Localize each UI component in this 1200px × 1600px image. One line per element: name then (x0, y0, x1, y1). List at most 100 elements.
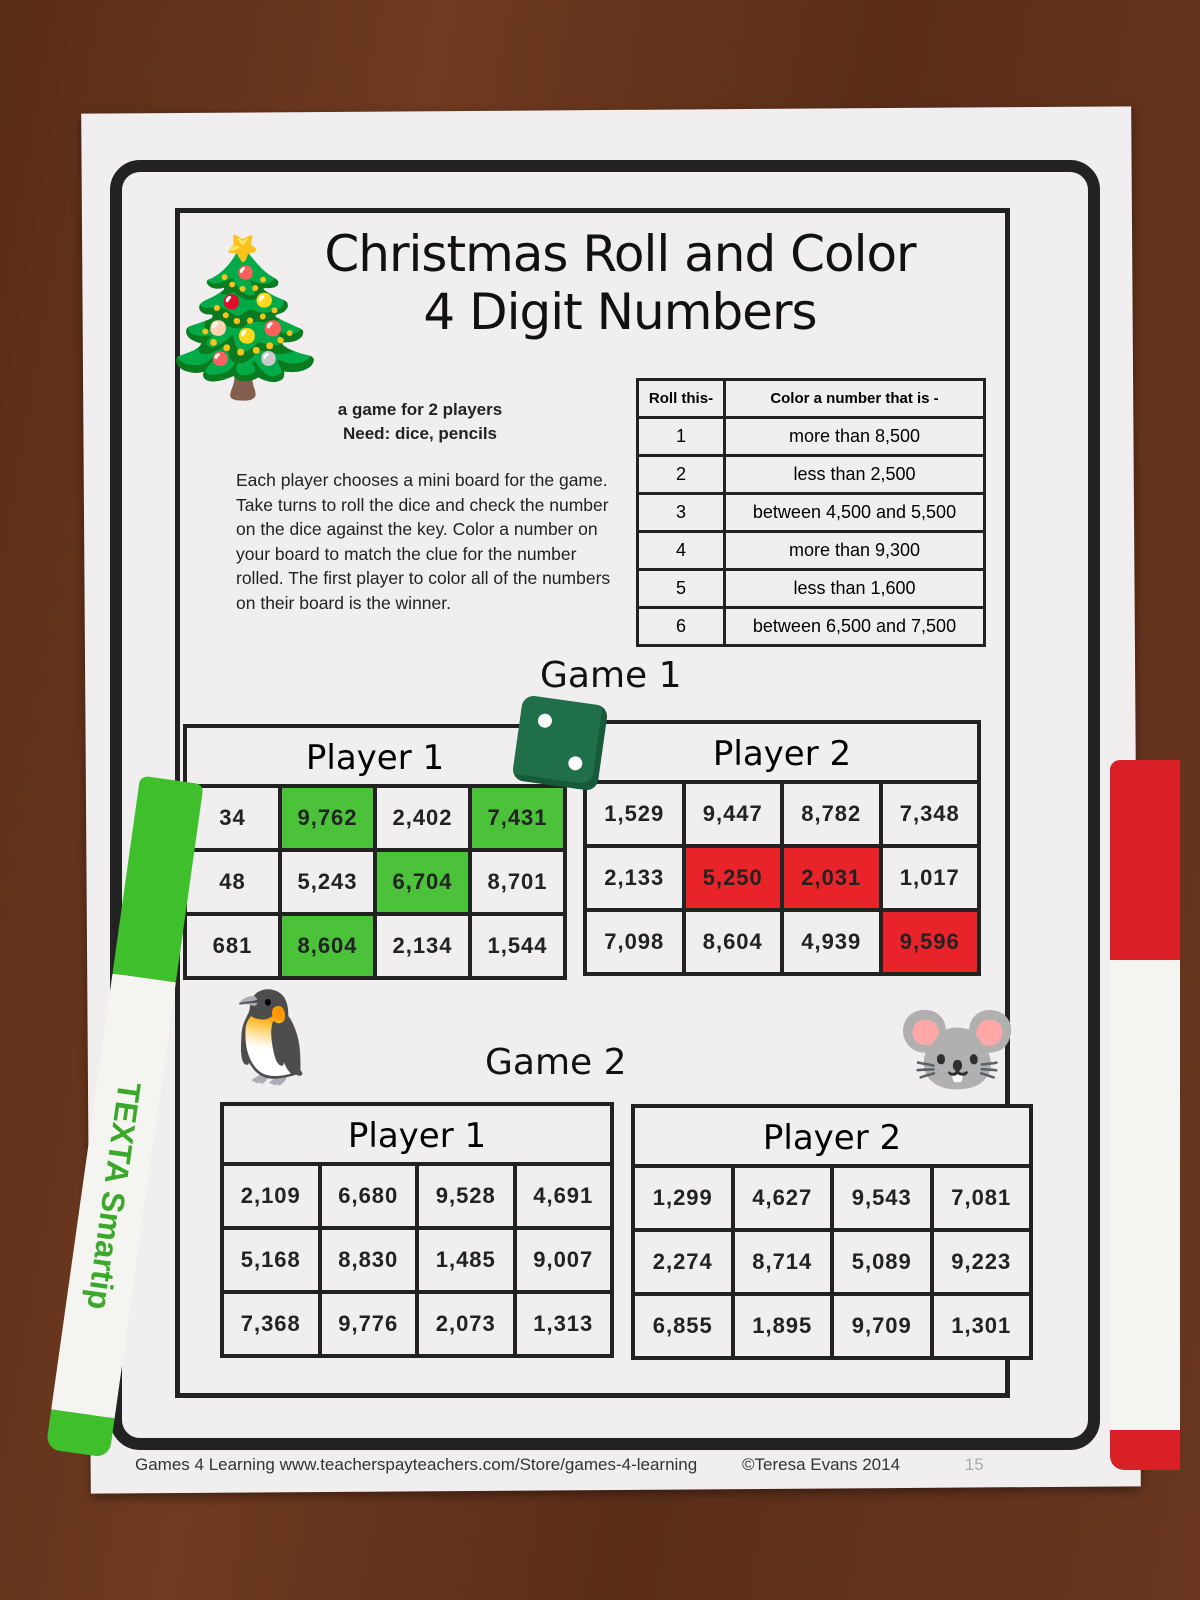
number-cell[interactable]: 2,134 (377, 916, 468, 976)
number-cell[interactable]: 7,368 (224, 1294, 318, 1354)
number-cell[interactable]: 7,431 (472, 788, 563, 848)
players-text: a game for 2 players (337, 400, 503, 419)
number-cell[interactable]: 8,830 (321, 1230, 415, 1290)
number-cell[interactable]: 1,313 (516, 1294, 610, 1354)
number-cell[interactable]: 6,855 (635, 1296, 731, 1356)
number-cell[interactable]: 9,447 (685, 784, 780, 844)
number-cell[interactable]: 9,596 (882, 912, 977, 972)
number-cell[interactable]: 9,543 (834, 1168, 930, 1228)
number-cell[interactable]: 1,529 (587, 784, 682, 844)
title-line-1: Christmas Roll and Color (324, 225, 916, 283)
number-cell[interactable]: 48 (187, 852, 278, 912)
number-grid: 1,299 4,627 9,543 7,081 2,274 8,714 5,089 9,223… (635, 1168, 1029, 1356)
title-line-2: 4 Digit Numbers (423, 283, 817, 341)
key-row: 4 more than 9,300 (636, 530, 986, 571)
key-roll: 3 (636, 492, 726, 533)
number-cell[interactable]: 4,939 (784, 912, 879, 972)
key-clue: between 6,500 and 7,500 (723, 606, 986, 647)
red-marker[interactable] (1110, 760, 1180, 1470)
die[interactable] (511, 694, 609, 792)
number-cell[interactable]: 9,762 (282, 788, 373, 848)
key-roll: 1 (636, 416, 726, 457)
key-roll: 6 (636, 606, 726, 647)
number-grid: 2,109 6,680 9,528 4,691 5,168 8,830 1,485 9,007… (224, 1166, 610, 1354)
number-cell[interactable]: 5,168 (224, 1230, 318, 1290)
subtitle: a game for 2 players Need: dice, pencils (300, 398, 540, 446)
key-roll: 2 (636, 454, 726, 495)
footer: Games 4 Learning www.teacherspayteachers… (135, 1455, 984, 1475)
number-cell[interactable]: 8,604 (282, 916, 373, 976)
game-1-player-2-board: Player 2 1,529 9,447 8,782 7,348 2,133 5,250 2,… (583, 720, 981, 976)
instructions: Each player chooses a mini board for the… (236, 470, 611, 613)
number-cell[interactable]: 4,691 (516, 1166, 610, 1226)
number-cell[interactable]: 8,604 (685, 912, 780, 972)
key-clue: less than 2,500 (723, 454, 986, 495)
number-cell[interactable]: 2,274 (635, 1232, 731, 1292)
roll-key-table: Roll this- Color a number that is - 1 more… (636, 378, 986, 647)
game-1-title: Game 1 (540, 655, 682, 696)
key-roll: 5 (636, 568, 726, 609)
number-cell[interactable]: 2,133 (587, 848, 682, 908)
game-1-player-1-board: Player 1 34 9,762 2,402 7,431 48 5,243 6,704 8,7… (183, 724, 567, 980)
number-cell[interactable]: 8,714 (734, 1232, 830, 1292)
number-cell[interactable]: 1,485 (419, 1230, 513, 1290)
number-cell[interactable]: 5,250 (685, 848, 780, 908)
number-cell[interactable]: 9,776 (321, 1294, 415, 1354)
number-cell[interactable]: 9,223 (933, 1232, 1029, 1292)
number-grid: 1,529 9,447 8,782 7,348 2,133 5,250 2,031 1,017… (587, 784, 977, 972)
number-cell[interactable]: 2,031 (784, 848, 879, 908)
number-cell[interactable]: 1,895 (734, 1296, 830, 1356)
player-label: Player 1 (187, 728, 563, 788)
number-cell[interactable]: 1,544 (472, 916, 563, 976)
key-row: 2 less than 2,500 (636, 454, 986, 495)
number-cell[interactable]: 681 (187, 916, 278, 976)
mouse-icon: 🐭 (895, 992, 1020, 1104)
key-clue: more than 9,300 (723, 530, 986, 571)
key-header-roll: Roll this- (636, 378, 726, 419)
number-cell[interactable]: 2,402 (377, 788, 468, 848)
number-cell[interactable]: 8,782 (784, 784, 879, 844)
number-cell[interactable]: 7,348 (882, 784, 977, 844)
number-grid: 34 9,762 2,402 7,431 48 5,243 6,704 8,701 681 8,6… (187, 788, 563, 976)
number-cell[interactable]: 2,109 (224, 1166, 318, 1226)
key-clue: between 4,500 and 5,500 (723, 492, 986, 533)
key-row: 5 less than 1,600 (636, 568, 986, 609)
die-pip (537, 712, 553, 729)
key-clue: more than 8,500 (723, 416, 986, 457)
number-cell[interactable]: 1,017 (882, 848, 977, 908)
player-label: Player 2 (635, 1108, 1029, 1168)
game-2-player-2-board: Player 2 1,299 4,627 9,543 7,081 2,274 8,714 5,… (631, 1104, 1033, 1360)
key-header-color: Color a number that is - (723, 378, 986, 419)
footer-copyright: ©Teresa Evans 2014 (741, 1455, 901, 1474)
number-cell[interactable]: 6,680 (321, 1166, 415, 1226)
number-cell[interactable]: 4,627 (734, 1168, 830, 1228)
number-cell[interactable]: 9,007 (516, 1230, 610, 1290)
footer-source: Games 4 Learning www.teacherspayteachers… (135, 1455, 698, 1474)
needs-text: Need: dice, pencils (343, 424, 497, 443)
die-pip (567, 755, 584, 772)
penguin-icon: 🐧 (215, 988, 328, 1088)
number-cell[interactable]: 1,299 (635, 1168, 731, 1228)
key-row: 6 between 6,500 and 7,500 (636, 606, 986, 647)
key-clue: less than 1,600 (723, 568, 986, 609)
number-cell[interactable]: 7,098 (587, 912, 682, 972)
game-2-title: Game 2 (485, 1042, 627, 1083)
game-2-player-1-board: Player 1 2,109 6,680 9,528 4,691 5,168 8,830 1,… (220, 1102, 614, 1358)
page-number: 15 (964, 1455, 984, 1474)
key-row: 3 between 4,500 and 5,500 (636, 492, 986, 533)
number-cell[interactable]: 9,528 (419, 1166, 513, 1226)
christmas-tree-icon: 🎄 (150, 233, 337, 401)
key-roll: 4 (636, 530, 726, 571)
key-row: 1 more than 8,500 (636, 416, 986, 457)
player-label: Player 2 (587, 724, 977, 784)
number-cell[interactable]: 8,701 (472, 852, 563, 912)
number-cell[interactable]: 6,704 (377, 852, 468, 912)
number-cell[interactable]: 7,081 (933, 1168, 1029, 1228)
page-title: Christmas Roll and Color 4 Digit Numbers (200, 225, 1040, 341)
number-cell[interactable]: 34 (187, 788, 278, 848)
number-cell[interactable]: 1,301 (933, 1296, 1029, 1356)
number-cell[interactable]: 9,709 (834, 1296, 930, 1356)
number-cell[interactable]: 5,089 (834, 1232, 930, 1292)
number-cell[interactable]: 2,073 (419, 1294, 513, 1354)
number-cell[interactable]: 5,243 (282, 852, 373, 912)
